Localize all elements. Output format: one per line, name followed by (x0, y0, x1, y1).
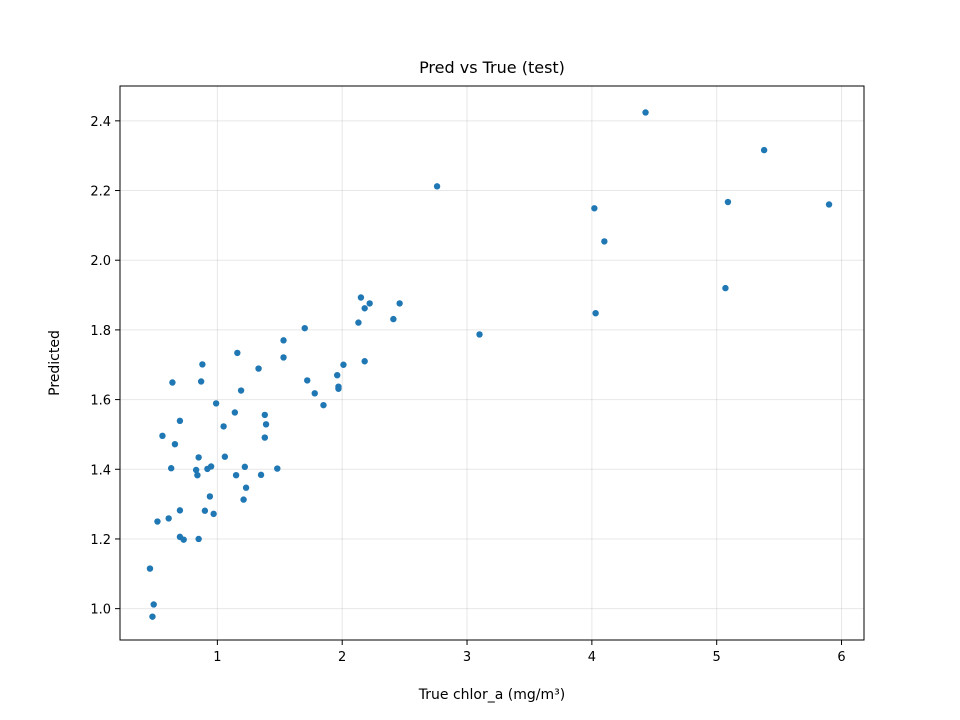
data-point (165, 515, 172, 522)
data-point (150, 601, 157, 608)
data-point (724, 198, 732, 206)
y-tick-label: 2.0 (90, 254, 111, 269)
data-point (825, 201, 833, 208)
data-point (722, 284, 729, 292)
data-point (195, 454, 202, 461)
data-point (192, 466, 200, 474)
data-point (357, 294, 365, 301)
data-point (433, 183, 441, 190)
data-point (210, 510, 217, 518)
data-point (390, 315, 397, 323)
data-point (255, 365, 262, 372)
x-tick-label: 4 (588, 650, 596, 665)
data-point (146, 565, 154, 572)
data-point (159, 432, 166, 440)
x-tick-label: 3 (463, 650, 471, 665)
data-point (207, 463, 215, 470)
data-point (366, 300, 373, 307)
x-axis: 1 2 3 4 5 6 (213, 640, 846, 665)
data-point (320, 401, 327, 409)
y-tick-label: 1.0 (90, 603, 111, 618)
data-point (154, 518, 161, 525)
y-axis: 1.0 1.2 1.4 1.6 1.8 2.0 2.2 2.4 (90, 115, 120, 618)
y-tick-label: 1.2 (90, 533, 111, 548)
data-point (601, 238, 608, 245)
data-point (194, 471, 201, 479)
data-point (262, 421, 270, 428)
data-point (257, 471, 265, 479)
x-tick-label: 6 (837, 650, 845, 665)
data-point (206, 493, 214, 500)
data-point (232, 471, 240, 479)
plot-frame (119, 85, 865, 641)
data-point (311, 390, 318, 397)
data-point (242, 484, 250, 491)
data-point (237, 387, 245, 394)
data-point (197, 378, 205, 385)
data-point (592, 309, 599, 317)
data-point (169, 379, 176, 386)
data-point (176, 417, 184, 425)
data-point (591, 205, 598, 212)
data-point (304, 377, 311, 384)
y-tick-label: 2.2 (90, 185, 111, 200)
data-point (231, 409, 239, 416)
data-point (335, 385, 342, 392)
data-point (234, 349, 241, 357)
data-point (361, 358, 368, 365)
data-point (195, 535, 202, 543)
x-axis-label: True chlor_a (mg/m³) (418, 687, 565, 703)
data-point (396, 300, 403, 307)
data-point (301, 324, 308, 332)
data-point (149, 613, 156, 620)
data-point (212, 400, 220, 407)
data-point (280, 337, 287, 344)
data-point (180, 536, 187, 543)
y-tick-label: 1.6 (90, 394, 111, 409)
y-tick-label: 1.8 (90, 324, 111, 339)
data-point (274, 465, 281, 472)
data-point (167, 465, 175, 472)
data-point (221, 453, 229, 460)
data-point (199, 361, 206, 368)
x-tick-label: 1 (213, 650, 221, 665)
scatter-points (146, 109, 833, 620)
data-point (176, 507, 184, 514)
y-tick-label: 1.4 (90, 463, 111, 478)
data-point (261, 434, 269, 441)
data-point (361, 305, 368, 312)
data-point (476, 331, 483, 338)
data-point (241, 463, 249, 471)
data-point (340, 361, 347, 368)
data-point (760, 146, 768, 154)
x-tick-label: 2 (338, 650, 346, 665)
data-point (280, 354, 287, 361)
data-point (261, 411, 269, 419)
chart-title: Pred vs True (test) (419, 58, 565, 77)
y-tick-label: 2.4 (90, 115, 111, 130)
data-point (171, 440, 179, 448)
data-point (201, 507, 209, 514)
data-point (240, 496, 247, 503)
x-tick-label: 5 (713, 650, 721, 665)
data-point (355, 319, 362, 326)
data-point (334, 371, 341, 379)
grid (120, 86, 864, 640)
y-axis-label: Predicted (47, 330, 63, 396)
data-point (220, 423, 227, 430)
data-point (642, 109, 649, 116)
